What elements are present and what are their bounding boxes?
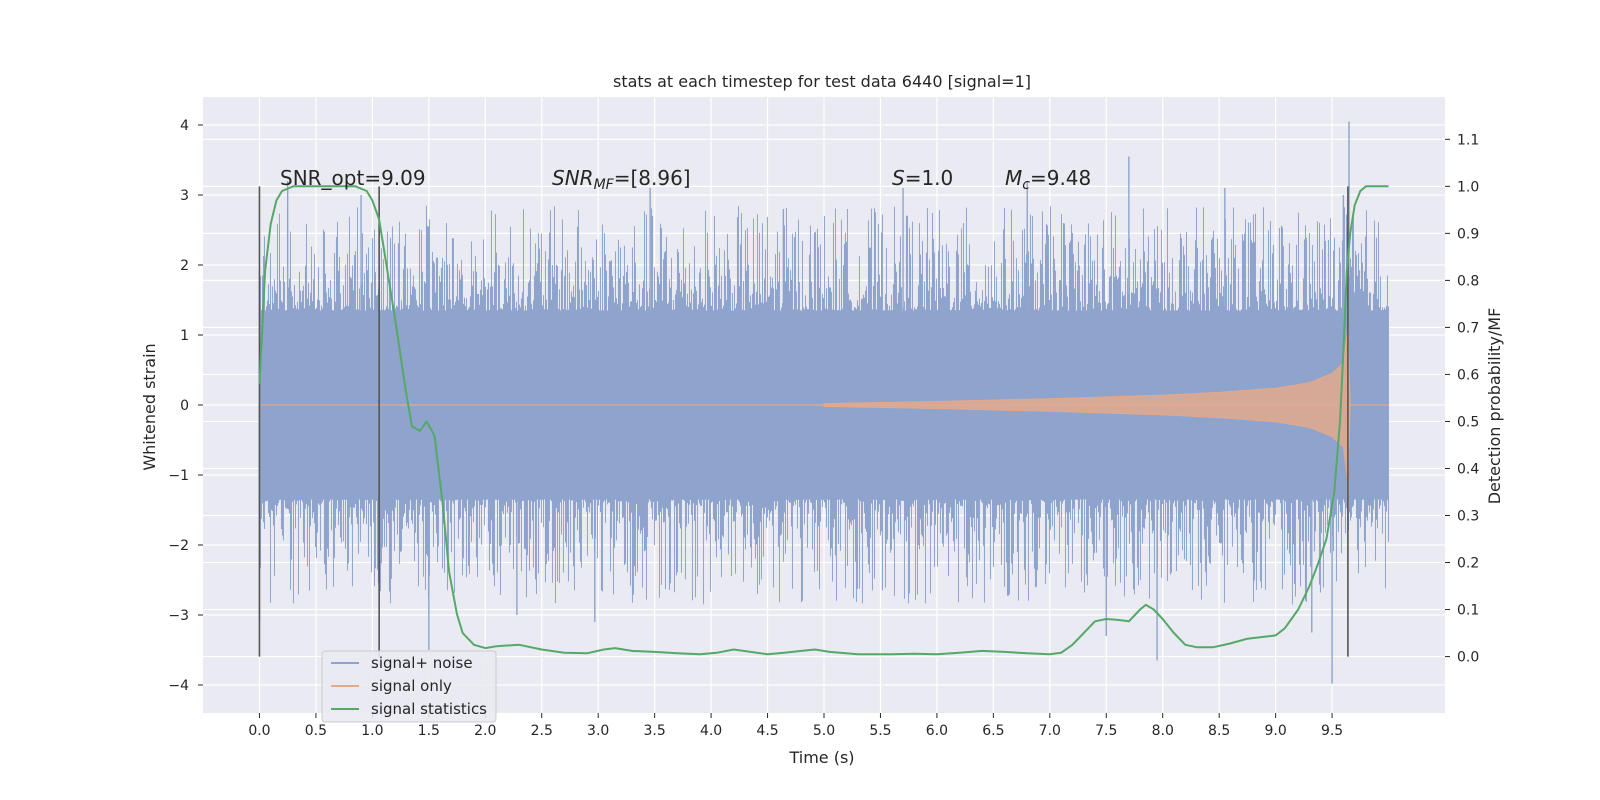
chart-title: stats at each timestep for test data 644…	[613, 72, 1031, 91]
y-right-tick-label: 0.7	[1457, 320, 1479, 336]
x-tick-label: 9.5	[1321, 723, 1343, 739]
annotation-snr-mf-subscript: MF	[594, 177, 615, 193]
y-right-tick-label: 0.2	[1457, 556, 1479, 572]
annotation-mc: Mc=9.48	[1005, 166, 1091, 193]
statistics-line	[258, 185, 1389, 656]
x-tick-label: 2.5	[531, 723, 553, 739]
y-tick-label: 1	[180, 328, 189, 344]
annotation-s-value: =1.0	[905, 166, 954, 190]
x-axis-ticks: 0.0 0.5 1.0 1.5 2.0 2.5 3.0 3.5 4.0 4.5 5.0 5.5 6.0 6…	[248, 713, 1343, 739]
annotation-snr-mf: SNRMF=[8.96]	[552, 166, 691, 193]
y-axis-label: Whitened strain	[140, 343, 159, 470]
x-tick-label: 8.5	[1208, 723, 1230, 739]
annotation-s: S=1.0	[892, 166, 953, 190]
annotation-s-symbol: S	[892, 166, 905, 190]
y-tick-label: −3	[168, 608, 189, 624]
y-tick-label: 0	[180, 398, 189, 414]
x-tick-label: 0.0	[248, 723, 270, 739]
y-right-tick-label: 0.5	[1457, 414, 1479, 430]
legend-box	[321, 650, 497, 723]
x-tick-label: 6.0	[926, 723, 948, 739]
x-tick-label: 1.5	[418, 723, 440, 739]
x-axis-label: Time (s)	[788, 748, 854, 767]
x-tick-label: 9.0	[1265, 723, 1287, 739]
y-tick-label: 4	[180, 118, 189, 134]
y-right-tick-label: 0.8	[1457, 273, 1479, 289]
y-right-tick-label: 0.9	[1457, 226, 1479, 242]
y-right-tick-label: 0.3	[1457, 509, 1479, 525]
annotation-mc-subscript: c	[1022, 177, 1030, 193]
y-right-tick-label: 0.4	[1457, 461, 1479, 477]
signal-statistics-series	[258, 185, 1389, 656]
y-right-axis-ticks: 1.1 1.0 0.9 0.8 0.7 0.6 0.5 0.4 0.3 0.2 0.1 0.0	[1445, 132, 1479, 666]
y-right-tick-label: 1.0	[1457, 179, 1479, 195]
x-tick-label: 7.0	[1039, 723, 1061, 739]
annotation-mc-value: =9.48	[1030, 166, 1091, 190]
y-tick-label: 3	[180, 188, 189, 204]
y-tick-label: −1	[168, 468, 189, 484]
legend-label-signal-statistics: signal statistics	[371, 700, 487, 718]
x-tick-label: 5.5	[869, 723, 891, 739]
x-tick-label: 1.0	[361, 723, 383, 739]
legend: signal+ noise signal only signal statist…	[321, 650, 497, 723]
x-tick-label: 3.5	[644, 723, 666, 739]
signal-chirp-envelope	[823, 327, 1351, 483]
x-tick-label: 3.0	[587, 723, 609, 739]
plot-area	[203, 97, 1445, 713]
x-tick-label: 7.5	[1095, 723, 1117, 739]
y-tick-label: −4	[168, 678, 189, 694]
annotation-snr-mf-value: =[8.96]	[614, 166, 691, 190]
y-axis-ticks: 4 3 2 1 0 −1 −2 −3 −4	[168, 118, 203, 694]
annotation-snr-mf-symbol: SNR	[552, 166, 594, 190]
x-tick-label: 8.0	[1152, 723, 1174, 739]
y-right-tick-label: 1.1	[1457, 132, 1479, 148]
annotation-mc-symbol: M	[1005, 166, 1022, 190]
y-tick-label: 2	[180, 258, 189, 274]
y-right-tick-label: 0.6	[1457, 367, 1479, 383]
y-tick-label: −2	[168, 538, 189, 554]
y-right-axis-label: Detection probability/MF	[1485, 308, 1504, 505]
legend-label-signal-noise: signal+ noise	[371, 654, 473, 672]
annotation-snr-opt: SNR_opt=9.09	[280, 166, 426, 190]
x-tick-label: 0.5	[305, 723, 327, 739]
x-tick-label: 5.0	[813, 723, 835, 739]
x-tick-label: 4.0	[700, 723, 722, 739]
x-tick-label: 4.5	[756, 723, 778, 739]
annotations: SNR_opt=9.09 SNRMF=[8.96] S=1.0 Mc=9.48	[280, 166, 1091, 193]
legend-label-signal-only: signal only	[371, 677, 452, 695]
x-tick-label: 6.5	[982, 723, 1004, 739]
y-right-tick-label: 0.0	[1457, 650, 1479, 666]
y-right-tick-label: 0.1	[1457, 603, 1479, 619]
x-tick-label: 2.0	[474, 723, 496, 739]
